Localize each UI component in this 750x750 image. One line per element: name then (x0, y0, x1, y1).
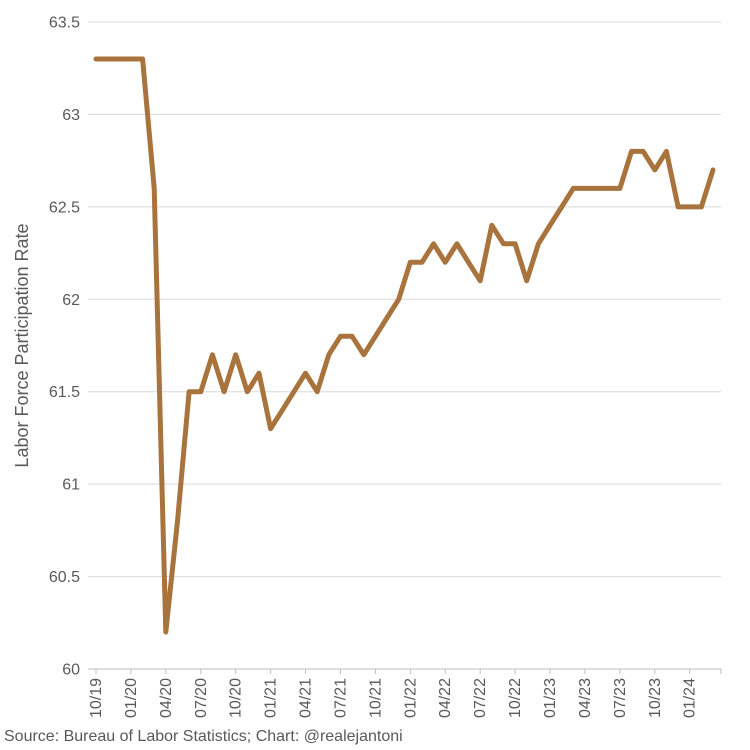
y-tick-label: 60.5 (49, 569, 80, 586)
x-tick-label: 04/23 (577, 678, 594, 718)
y-tick-label: 63 (62, 107, 80, 124)
x-axis-tick-labels: 10/19 01/20 04/20 07/20 10/20 01/21 04/21 07/21… (88, 678, 699, 718)
x-tick-label: 04/21 (298, 678, 315, 718)
gridlines (88, 21, 721, 578)
x-tick-label: 04/22 (437, 678, 454, 718)
x-tick-label: 10/22 (507, 678, 524, 718)
x-tick-label: 01/20 (123, 678, 140, 718)
source-note: Source: Bureau of Labor Statistics; Char… (4, 728, 403, 745)
lfpr-series-line (93, 56, 716, 635)
y-tick-label: 61.5 (49, 384, 80, 401)
x-tick-label: 10/21 (367, 678, 384, 718)
x-tick-label: 07/20 (193, 678, 210, 718)
x-tick-label: 10/20 (228, 678, 245, 718)
x-tick-label: 01/22 (402, 678, 419, 718)
y-tick-label: 60 (62, 662, 80, 679)
y-tick-label: 61 (62, 477, 80, 494)
y-tick-label: 62.5 (49, 199, 80, 216)
x-tick-label: 01/23 (542, 678, 559, 718)
x-tick-label: 07/23 (612, 678, 629, 718)
y-tick-label: 62 (62, 292, 80, 309)
y-axis-tick-labels: 60 60.5 61 61.5 62 62.5 63 63.5 (49, 15, 80, 679)
x-axis (88, 668, 722, 674)
x-tick-label: 04/20 (158, 678, 175, 718)
x-tick-label: 07/21 (332, 678, 349, 718)
x-tick-label: 01/21 (263, 678, 280, 718)
y-tick-label: 63.5 (49, 15, 80, 32)
y-axis-title: Labor Force Participation Rate (12, 223, 32, 467)
x-tick-label: 01/24 (682, 678, 699, 718)
x-tick-label: 07/22 (472, 678, 489, 718)
x-tick-label: 10/19 (88, 678, 105, 718)
x-tick-label: 10/23 (647, 678, 664, 718)
